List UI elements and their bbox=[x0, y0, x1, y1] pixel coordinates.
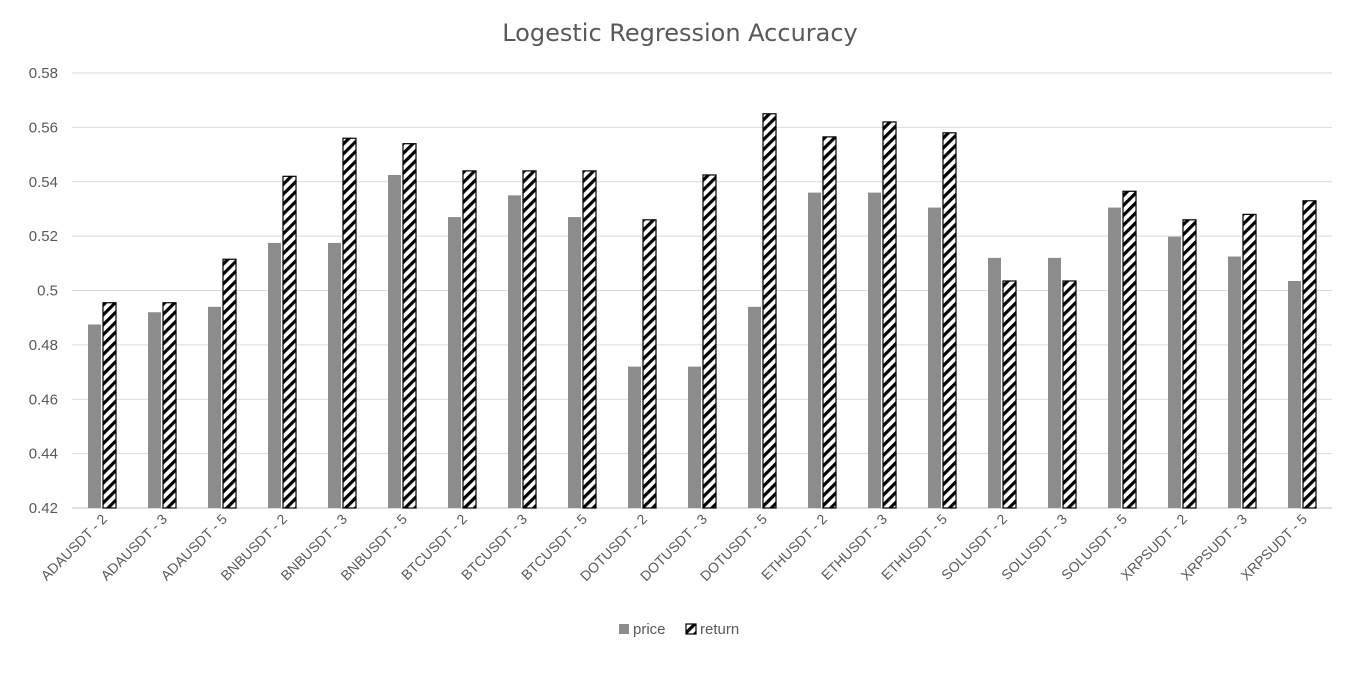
bar-price bbox=[928, 207, 941, 508]
legend: price return bbox=[619, 621, 739, 638]
bars bbox=[88, 113, 1317, 509]
bar-return bbox=[582, 170, 597, 509]
bar-price bbox=[388, 174, 401, 508]
bar-price bbox=[1108, 207, 1121, 508]
bar-price bbox=[508, 195, 521, 508]
bar-price bbox=[448, 217, 461, 508]
legend-label-return: return bbox=[700, 621, 739, 638]
legend-swatch-return bbox=[685, 623, 697, 635]
y-tick-label: 0.58 bbox=[29, 65, 58, 82]
bar-return bbox=[882, 121, 897, 509]
bar-return bbox=[1122, 190, 1137, 509]
bar-price bbox=[1288, 280, 1301, 508]
bar-return bbox=[1182, 219, 1197, 509]
bar-return bbox=[822, 136, 837, 509]
bar-return bbox=[342, 137, 357, 509]
y-tick-label: 0.5 bbox=[37, 283, 58, 300]
bar-price bbox=[748, 306, 761, 508]
chart-title: Logestic Regression Accuracy bbox=[502, 19, 858, 47]
legend-swatch-price bbox=[619, 624, 629, 634]
bar-price bbox=[988, 257, 1001, 508]
bar-price bbox=[268, 242, 281, 508]
bar-price bbox=[1048, 257, 1061, 508]
bar-price bbox=[628, 366, 641, 508]
y-tick-label: 0.44 bbox=[29, 446, 58, 463]
bar-price bbox=[1228, 256, 1241, 508]
bar-price bbox=[808, 192, 821, 508]
bar-return bbox=[1002, 280, 1017, 509]
y-tick-label: 0.46 bbox=[29, 391, 58, 408]
bar-price bbox=[148, 312, 161, 508]
bar-return bbox=[222, 258, 237, 509]
bar-return bbox=[762, 113, 777, 509]
bar-return bbox=[162, 302, 177, 509]
y-axis: 0.42 0.44 0.46 0.48 0.5 0.52 0.54 0.56 0.58 bbox=[29, 65, 58, 517]
gridlines bbox=[72, 72, 1332, 509]
y-tick-label: 0.54 bbox=[29, 174, 58, 191]
bar-return bbox=[462, 170, 477, 509]
bar-price bbox=[88, 324, 101, 508]
bar-return bbox=[1062, 280, 1077, 509]
bar-return bbox=[522, 170, 537, 509]
bar-price bbox=[688, 366, 701, 508]
bar-return bbox=[282, 175, 297, 509]
y-tick-label: 0.52 bbox=[29, 228, 58, 245]
bar-price bbox=[568, 217, 581, 508]
bar-price bbox=[1168, 236, 1181, 508]
y-tick-label: 0.42 bbox=[29, 500, 58, 517]
legend-label-price: price bbox=[633, 621, 666, 638]
bar-return bbox=[702, 174, 717, 509]
bar-return bbox=[402, 143, 417, 509]
bar-price bbox=[328, 242, 341, 508]
bar-price bbox=[208, 306, 221, 508]
bar-price bbox=[868, 192, 881, 508]
bar-return bbox=[1242, 213, 1257, 509]
bar-return bbox=[1302, 200, 1317, 509]
y-tick-label: 0.56 bbox=[29, 119, 58, 136]
bar-return bbox=[942, 132, 957, 509]
bar-return bbox=[642, 219, 657, 509]
y-tick-label: 0.48 bbox=[29, 337, 58, 354]
bar-return bbox=[102, 302, 117, 509]
